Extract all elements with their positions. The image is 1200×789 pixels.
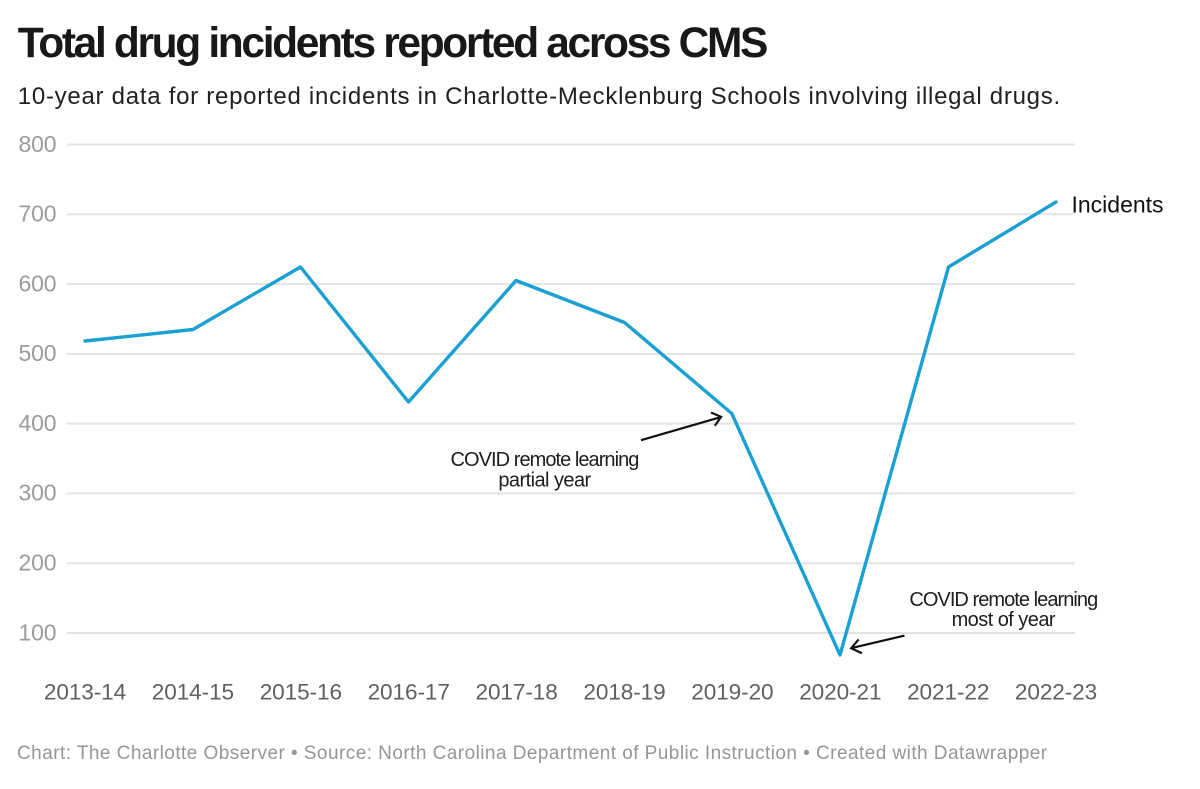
- svg-text:COVID remote learning: COVID remote learning: [451, 449, 639, 471]
- svg-text:500: 500: [19, 340, 57, 366]
- svg-text:Incidents: Incidents: [1072, 192, 1164, 218]
- svg-text:200: 200: [19, 550, 57, 576]
- svg-text:2019-20: 2019-20: [691, 680, 773, 705]
- svg-text:2013-14: 2013-14: [44, 680, 126, 705]
- svg-text:most of year: most of year: [952, 609, 1056, 631]
- svg-text:400: 400: [19, 410, 57, 436]
- svg-text:2015-16: 2015-16: [260, 680, 342, 705]
- svg-text:2022-23: 2022-23: [1015, 680, 1097, 705]
- svg-text:Total drug incidents reported: Total drug incidents reported across CMS: [18, 20, 767, 67]
- svg-text:600: 600: [19, 270, 57, 296]
- svg-text:2016-17: 2016-17: [368, 680, 450, 705]
- svg-text:300: 300: [19, 480, 57, 506]
- svg-text:2020-21: 2020-21: [799, 680, 881, 705]
- svg-text:2017-18: 2017-18: [475, 680, 557, 705]
- svg-text:COVID remote learning: COVID remote learning: [909, 589, 1097, 611]
- svg-text:2018-19: 2018-19: [583, 680, 665, 705]
- svg-text:10-year data for reported inci: 10-year data for reported incidents in C…: [18, 83, 1061, 110]
- svg-text:800: 800: [19, 131, 57, 157]
- svg-text:partial year: partial year: [498, 470, 591, 492]
- svg-text:2021-22: 2021-22: [907, 680, 989, 705]
- svg-text:700: 700: [19, 201, 57, 227]
- svg-text:Chart: The Charlotte Observer: Chart: The Charlotte Observer • Source: …: [17, 743, 1048, 764]
- svg-text:2014-15: 2014-15: [152, 680, 234, 705]
- svg-text:100: 100: [19, 619, 57, 645]
